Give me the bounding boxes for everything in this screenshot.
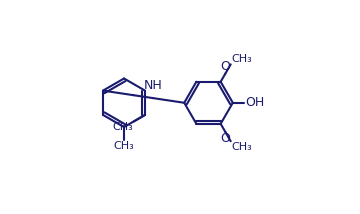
Text: NH: NH (144, 79, 163, 92)
Text: O: O (220, 60, 230, 73)
Text: O: O (220, 132, 230, 146)
Text: CH₃: CH₃ (112, 122, 133, 132)
Text: OH: OH (246, 96, 265, 109)
Text: CH₃: CH₃ (114, 141, 134, 151)
Text: CH₃: CH₃ (231, 142, 252, 152)
Text: CH₃: CH₃ (231, 54, 252, 64)
